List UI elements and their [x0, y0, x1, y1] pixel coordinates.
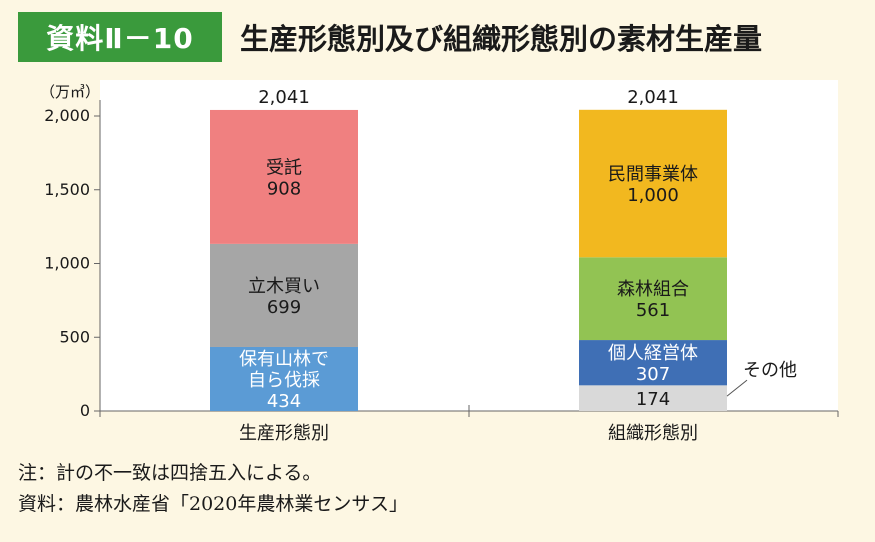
segment-name-label: 保有山林で: [239, 349, 329, 370]
bar-segment: [579, 257, 727, 341]
bar-segment: [210, 346, 358, 411]
y-axis-label: （万㎥）: [40, 83, 100, 101]
segment-value-label: 1,000: [627, 185, 679, 206]
bar-segment: [210, 109, 358, 244]
bar-segment: [210, 243, 358, 347]
callout-label: その他: [743, 360, 797, 381]
footnote: 注：計の不一致は四捨五入による。: [18, 462, 322, 484]
segment-name-label: 自ら伐採: [248, 370, 320, 391]
y-tick-label: 2,000: [44, 106, 90, 125]
segment-value-label: 908: [267, 178, 301, 199]
bar-segment: [579, 109, 727, 258]
chart-title: 生産形態別及び組織形態別の素材生産量: [240, 22, 763, 56]
y-tick-label: 1,500: [44, 180, 90, 199]
segment-name-label: 個人経営体: [608, 343, 698, 364]
source-note: 資料：農林水産省「2020年農林業センサス」: [18, 493, 408, 515]
segment-value-label: 434: [267, 391, 301, 412]
y-tick-label: 0: [80, 401, 90, 420]
bar-segment: [579, 385, 727, 411]
total-value-label: 2,041: [258, 87, 310, 108]
segment-name-label: 受託: [266, 157, 302, 178]
x-category-label: 組織形態別: [608, 423, 698, 444]
segment-value-label: 307: [636, 364, 670, 385]
segment-value-label: 561: [636, 300, 670, 321]
segment-name-label: 立木買い: [248, 276, 320, 297]
segment-name-label: 民間事業体: [608, 164, 698, 185]
segment-value-label: 699: [267, 297, 301, 318]
segment-value-label: 174: [636, 389, 670, 410]
y-tick-label: 1,000: [44, 254, 90, 273]
callout-leader-line: [726, 379, 748, 397]
x-category-label: 生産形態別: [239, 423, 329, 444]
total-value-label: 2,041: [627, 87, 679, 108]
segment-name-label: 森林組合: [617, 279, 689, 300]
bar-segment: [579, 340, 727, 386]
y-tick-label: 500: [59, 327, 90, 346]
figure-number-badge: 資料Ⅱ－10: [18, 12, 222, 62]
